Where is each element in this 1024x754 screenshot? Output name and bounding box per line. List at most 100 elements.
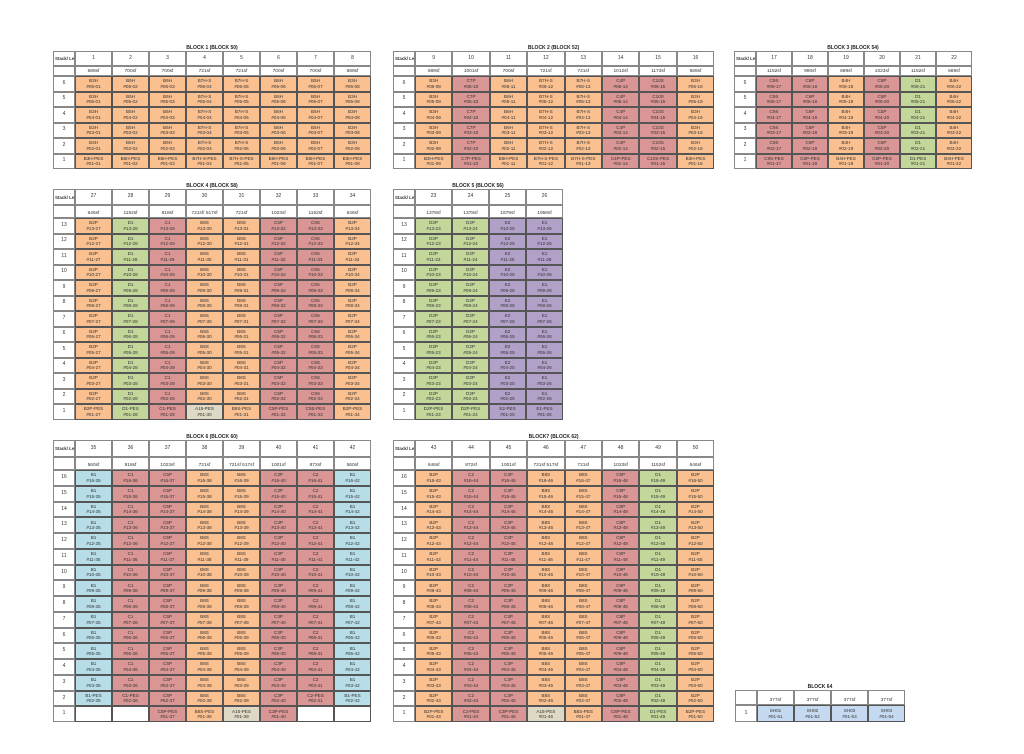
unit-cell[interactable]: B8S #14-38: [186, 501, 223, 518]
unit-cell[interactable]: C1-PES #02-36: [112, 690, 149, 707]
unit-cell[interactable]: C9S #02-17: [756, 138, 792, 154]
unit-cell[interactable]: C7P #03-10: [452, 122, 490, 138]
unit-cell[interactable]: B8S #12-30: [186, 233, 223, 249]
unit-cell[interactable]: E1 #11-26: [526, 249, 563, 265]
unit-cell[interactable]: C10S #05-15: [639, 91, 677, 107]
unit-cell[interactable]: B2P #07-43: [415, 611, 453, 628]
unit-cell[interactable]: B8S #03-38: [186, 674, 223, 691]
unit-cell[interactable]: D2P #13-24: [452, 218, 489, 234]
unit-cell[interactable]: C10S-PES #01-15: [639, 153, 677, 169]
unit-cell[interactable]: C8P #09-48: [602, 580, 640, 596]
unit-cell[interactable]: D2P-PES #01-24: [452, 404, 489, 420]
unit-cell[interactable]: B8S #15-46: [527, 485, 565, 502]
unit-cell[interactable]: B1 #07-42: [334, 611, 371, 628]
unit-cell[interactable]: B3H #03-01: [75, 122, 112, 138]
unit-cell[interactable]: B8S #12-46: [527, 533, 565, 549]
unit-cell[interactable]: C8P #10-48: [602, 564, 640, 581]
unit-cell[interactable]: C9S #12-33: [297, 233, 334, 249]
unit-cell[interactable]: C5P #11-37: [149, 548, 186, 565]
unit-cell[interactable]: D1 #05-49: [639, 643, 677, 659]
unit-cell[interactable]: D1 #02-49: [639, 690, 677, 707]
unit-cell[interactable]: B5H #04-07: [297, 107, 334, 123]
unit-cell[interactable]: B8S #09-46: [527, 580, 565, 596]
unit-cell[interactable]: B2P #10-50: [676, 564, 715, 581]
unit-cell[interactable]: C1 #05-29: [149, 342, 186, 358]
unit-cell[interactable]: B8S #05-38: [186, 643, 223, 659]
unit-cell[interactable]: C4P #02-14: [602, 138, 640, 154]
unit-cell[interactable]: D1 #05-21: [900, 91, 936, 107]
unit-cell[interactable]: C1 #13-36: [112, 517, 149, 533]
unit-cell[interactable]: B6H #06-06: [260, 76, 297, 92]
unit-cell[interactable]: C2 #06-41: [297, 627, 334, 644]
unit-cell[interactable]: D1-PES #01-21: [900, 153, 936, 169]
unit-cell[interactable]: C3P #15-45: [489, 485, 528, 502]
unit-cell[interactable]: B7H-S #03-05: [223, 122, 260, 138]
unit-cell[interactable]: C3P #11-45: [489, 548, 528, 565]
unit-cell[interactable]: C10S #02-15: [639, 138, 677, 154]
unit-cell[interactable]: B1 #11-35: [75, 548, 112, 565]
unit-cell[interactable]: B8S #05-31: [223, 342, 260, 358]
unit-cell[interactable]: D1 #11-28: [112, 249, 149, 265]
unit-cell[interactable]: B2P #02-50: [676, 690, 715, 707]
unit-cell[interactable]: B5H-PES #01-02: [112, 153, 149, 169]
unit-cell[interactable]: D2P #07-23: [415, 311, 452, 327]
unit-cell[interactable]: C1 #10-29: [149, 264, 186, 280]
unit-cell[interactable]: C10S #03-15: [639, 122, 677, 138]
unit-cell[interactable]: B5H #04-02: [112, 107, 149, 123]
unit-cell[interactable]: B8S #13-30: [186, 218, 223, 234]
unit-cell[interactable]: C5P #12-37: [149, 533, 186, 549]
unit-cell[interactable]: B5H #03-02: [112, 122, 149, 138]
unit-cell[interactable]: B8S #10-30: [186, 264, 223, 280]
unit-cell[interactable]: C1 #11-36: [112, 548, 149, 565]
unit-cell[interactable]: C3P #09-45: [489, 580, 528, 596]
unit-cell[interactable]: C2 #09-44: [452, 580, 490, 596]
unit-cell[interactable]: C2 #04-44: [452, 659, 490, 675]
unit-cell[interactable]: B1 #06-42: [334, 627, 371, 644]
unit-cell[interactable]: C8P #14-48: [602, 501, 640, 518]
unit-cell[interactable]: D2P #12-23: [415, 233, 452, 249]
unit-cell[interactable]: B4H #02-22: [936, 138, 972, 154]
unit-cell[interactable]: B2P #03-43: [415, 674, 453, 691]
unit-cell[interactable]: C9S #10-33: [297, 264, 334, 280]
unit-cell[interactable]: B7H-S #04-12: [527, 107, 565, 123]
unit-cell[interactable]: B2P #12-43: [415, 533, 453, 549]
unit-cell[interactable]: C9S #03-17: [756, 122, 792, 138]
unit-cell[interactable]: E2 #08-25: [489, 295, 526, 311]
unit-cell[interactable]: C3P #02-40: [260, 690, 297, 707]
unit-cell[interactable]: B2P #12-27: [75, 233, 112, 249]
unit-cell[interactable]: E1 #09-26: [526, 280, 563, 296]
unit-cell[interactable]: C1 #03-29: [149, 373, 186, 389]
unit-cell[interactable]: B8S #03-46: [527, 674, 565, 691]
unit-cell[interactable]: D2P #08-23: [415, 295, 452, 311]
unit-cell[interactable]: B8S #11-47: [564, 548, 602, 565]
unit-cell[interactable]: D2P #04-24: [452, 357, 489, 373]
unit-cell[interactable]: D1 #03-28: [112, 373, 149, 389]
unit-cell[interactable]: B3H #06-16: [676, 76, 715, 92]
unit-cell[interactable]: B3H #02-16: [676, 138, 715, 154]
unit-cell[interactable]: B4H #05-19: [828, 91, 864, 107]
unit-cell[interactable]: B1 #10-35: [75, 564, 112, 581]
unit-cell[interactable]: B1 #08-42: [334, 596, 371, 612]
unit-cell[interactable]: B4H #06-19: [828, 76, 864, 92]
unit-cell[interactable]: D1 #10-49: [639, 564, 677, 581]
unit-cell[interactable]: B7H-S #03-04: [186, 122, 223, 138]
unit-cell[interactable]: D2P #02-23: [415, 388, 452, 404]
unit-cell[interactable]: C1 #10-36: [112, 564, 149, 581]
unit-cell[interactable]: B8S #12-47: [564, 533, 602, 549]
unit-cell[interactable]: C1 #12-29: [149, 233, 186, 249]
unit-cell[interactable]: B3H #02-09: [415, 138, 453, 154]
unit-cell[interactable]: E2 #02-25: [489, 388, 526, 404]
unit-cell[interactable]: B1 #12-42: [334, 533, 371, 549]
unit-cell[interactable]: C2 #10-44: [452, 564, 490, 581]
unit-cell[interactable]: B2P #02-27: [75, 388, 112, 404]
unit-cell[interactable]: C3P #09-40: [260, 580, 297, 596]
unit-cell[interactable]: C3P #10-45: [489, 564, 528, 581]
unit-cell[interactable]: B7H-S-PES #01-04: [186, 153, 223, 169]
unit-cell[interactable]: B2P #08-50: [676, 596, 715, 612]
unit-cell[interactable]: B7H-S #02-12: [527, 138, 565, 154]
unit-cell[interactable]: B7H-S #05-05: [223, 91, 260, 107]
unit-cell[interactable]: D2P #09-23: [415, 280, 452, 296]
unit-cell[interactable]: B8S #06-30: [186, 326, 223, 342]
unit-cell[interactable]: B6H #04-11: [489, 107, 528, 123]
unit-cell[interactable]: D1 #13-28: [112, 218, 149, 234]
